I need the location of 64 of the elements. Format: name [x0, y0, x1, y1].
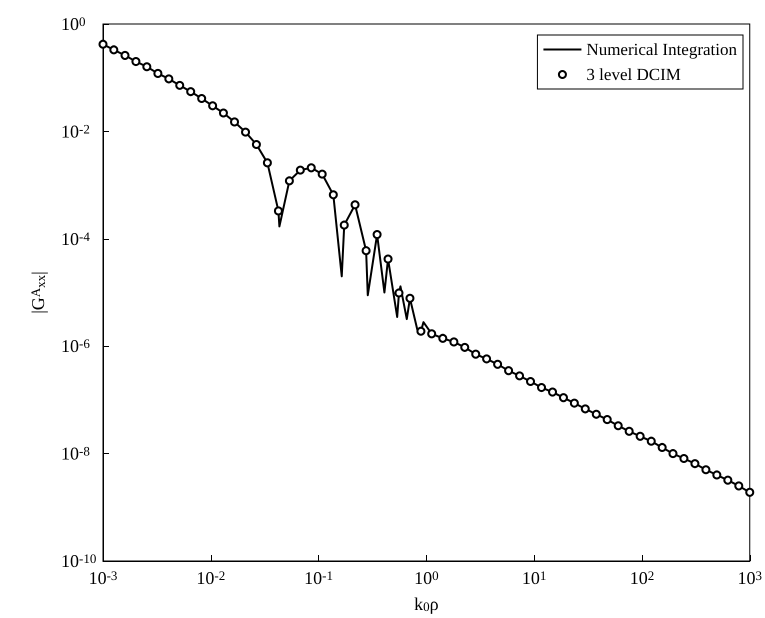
- point: [482, 354, 492, 364]
- point: [504, 366, 514, 376]
- point: [230, 117, 240, 126]
- point: [142, 62, 152, 72]
- point: [701, 465, 710, 474]
- point: [679, 454, 688, 464]
- point: [218, 108, 228, 118]
- legend-label: 3 level DCIM: [586, 65, 681, 84]
- point: [438, 334, 448, 343]
- point: [241, 128, 250, 137]
- point: [394, 288, 404, 298]
- point: [98, 40, 108, 49]
- point: [405, 294, 414, 303]
- point: [328, 190, 338, 200]
- point: [296, 166, 305, 175]
- point: [274, 206, 283, 216]
- point: [712, 470, 722, 480]
- legend-label: Numerical Integration: [586, 40, 738, 59]
- point: [384, 254, 393, 264]
- point: [284, 176, 294, 186]
- point: [262, 158, 272, 168]
- point: [537, 383, 546, 392]
- x-axis-title: k0ρ: [414, 594, 439, 614]
- point: [658, 442, 667, 452]
- point: [614, 421, 623, 430]
- point: [208, 101, 218, 110]
- point: [548, 388, 558, 397]
- point: [636, 432, 645, 441]
- point: [197, 94, 206, 103]
- point: [449, 337, 458, 346]
- point: [624, 426, 634, 436]
- point: [186, 87, 196, 96]
- point: [175, 80, 184, 90]
- point: [120, 50, 130, 60]
- point: [131, 57, 140, 66]
- point: [460, 342, 470, 352]
- point: [602, 415, 612, 424]
- point: [350, 200, 360, 210]
- point: [668, 449, 678, 458]
- point: [416, 326, 426, 336]
- point: [558, 393, 568, 402]
- y-axis-title: |GAxx|: [28, 271, 48, 314]
- point: [252, 140, 261, 150]
- point: [164, 74, 174, 84]
- point: [515, 371, 524, 380]
- point: [362, 246, 371, 256]
- point: [109, 45, 118, 54]
- point: [493, 360, 502, 369]
- point: [306, 163, 316, 172]
- point: [153, 68, 162, 78]
- point: [734, 481, 744, 490]
- point: [427, 329, 436, 338]
- point: [646, 436, 656, 446]
- point: [471, 350, 480, 359]
- point: [372, 230, 382, 240]
- point: [690, 459, 700, 468]
- point: [318, 170, 327, 179]
- point: [340, 220, 349, 230]
- point: [745, 488, 754, 497]
- point: [592, 410, 601, 419]
- point: [723, 476, 732, 485]
- point: [580, 404, 590, 414]
- point: [526, 377, 536, 386]
- point: [570, 398, 579, 408]
